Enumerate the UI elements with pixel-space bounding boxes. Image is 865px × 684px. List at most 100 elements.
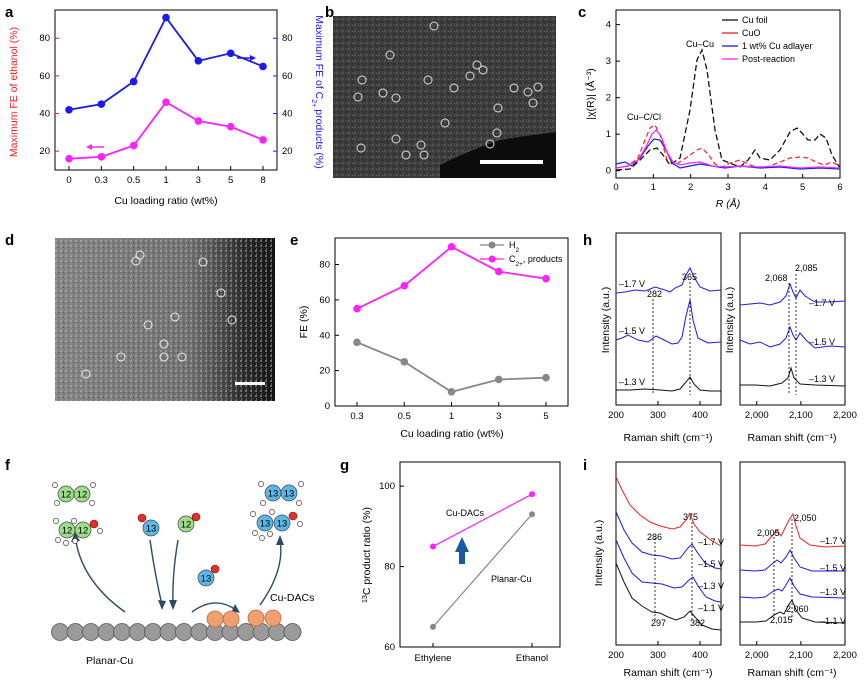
substrate-atom: [82, 623, 100, 641]
y-tick-label-left: 80: [39, 33, 50, 44]
x-tick-label: 3: [496, 411, 501, 422]
y-tick-label-right: 40: [282, 109, 293, 120]
chart-a-ylabel-right: Maximum FE of C2+ products (%): [311, 15, 326, 169]
hydrogen-atom: [296, 500, 302, 506]
data-point-0: [353, 338, 361, 347]
hydrogen-atom: [89, 500, 95, 506]
hydrogen-atom: [297, 521, 303, 527]
particle-marker: [449, 83, 459, 93]
x-tick-label: 2,100: [789, 410, 813, 421]
x-tick-label: 0: [613, 182, 618, 193]
h-left-pot-17: –1.7 V: [619, 279, 645, 289]
increase-arrow-shaft: [459, 551, 465, 564]
atom-label: 12: [61, 490, 72, 501]
atom-label: 13: [277, 519, 288, 530]
series-line-1: [432, 513, 533, 628]
data-point-1: [430, 623, 436, 630]
scale-bar: [480, 160, 543, 164]
particle-marker: [170, 312, 180, 322]
h-left-pot-13: –1.3 V: [619, 377, 645, 387]
hydrogen-atom: [252, 530, 258, 536]
i-left-peak-297: 297: [651, 618, 666, 628]
particle-marker: [159, 339, 169, 349]
atom-label: 13: [146, 524, 157, 535]
particle-marker: [81, 369, 91, 379]
g-label-planar: Planar-Cu: [491, 574, 532, 584]
h-right-peak-2085: 2,085: [795, 263, 818, 273]
left-axis-arrow-head: [86, 144, 92, 150]
carbon-atom-13: [256, 514, 274, 532]
legend-cu-foil: Cu foil: [742, 15, 768, 25]
y-tick-label: 0: [606, 166, 611, 177]
data-point-0: [430, 543, 436, 550]
x-tick-label: 2,200: [833, 650, 857, 661]
chart-i-left-ylabel: Intensity (a.u.): [593, 520, 605, 587]
data-point-C2+: [194, 57, 203, 65]
h-right-pot-13: –1.3 V: [809, 374, 835, 384]
x-tick-label: 400: [692, 410, 708, 421]
chart-g-ylabel: 13C product ratio (%): [361, 507, 373, 603]
hydrogen-atom: [52, 482, 58, 488]
y-tick-label-right: 60: [282, 71, 293, 82]
particle-marker: [216, 288, 226, 298]
hydrogen-atom: [53, 518, 59, 524]
x-tick-label: 2: [688, 182, 693, 193]
particle-marker: [159, 352, 169, 362]
substrate-atom: [237, 623, 255, 641]
chart-i-left-xlabel: Raman shift (cm⁻¹): [624, 667, 713, 679]
chart-e-ylabel: FE (%): [298, 306, 310, 339]
panel-label-f: f: [5, 457, 11, 474]
series-line-C2+: [68, 15, 264, 111]
cu-foil-curve: [615, 48, 841, 171]
particle-marker: [429, 21, 439, 31]
i-right-pot-17: –1.7 V: [820, 536, 846, 546]
oxygen-atom: [89, 519, 99, 529]
data-point-1: [494, 267, 503, 276]
panel-label-a: a: [5, 4, 14, 21]
panel-label-d: d: [5, 232, 14, 249]
y-tick-label: 2: [606, 93, 611, 104]
data-point-ethanol: [259, 136, 267, 144]
hydrogen-atom: [54, 500, 60, 506]
oxygen-atom: [288, 511, 298, 521]
data-point-0: [400, 357, 409, 366]
particle-marker: [523, 87, 533, 97]
particle-marker: [357, 75, 367, 85]
planar-cu-label: Planar-Cu: [86, 655, 133, 667]
particle-marker: [353, 92, 363, 102]
series-line-0: [432, 493, 533, 547]
arrow-head: [169, 600, 177, 610]
particle-marker: [401, 150, 411, 160]
y-tick-label: 100: [379, 481, 395, 492]
hydrogen-atom: [63, 540, 69, 546]
oxygen-atom: [191, 512, 201, 522]
particle-marker: [528, 98, 538, 108]
particle-marker: [478, 65, 488, 75]
chart-h-left-xlabel: Raman shift (cm⁻¹): [624, 432, 713, 444]
carbon-atom-13: [280, 484, 298, 502]
particle-marker: [143, 320, 153, 330]
y-tick-label: 3: [606, 56, 611, 67]
atom-label: 13: [201, 574, 212, 585]
x-tick-label: 0.3: [95, 175, 108, 186]
x-tick-label: 5: [543, 411, 548, 422]
particle-marker: [378, 88, 388, 98]
hydrogen-atom: [72, 538, 78, 544]
right-axis-arrow-head: [250, 55, 256, 61]
y-tick-label-right: 80: [282, 33, 293, 44]
y-tick-label: 0: [325, 401, 330, 412]
chart-c-legend: Cu foil CuO 1 wt% Cu adlayer Post-reacti…: [722, 15, 813, 64]
particle-marker: [465, 71, 475, 81]
arrow-curve: [74, 534, 126, 613]
y-tick-label: 20: [319, 366, 330, 377]
particle-marker: [391, 93, 401, 103]
substrate-atom: [97, 623, 116, 641]
y-tick-label-left: 20: [39, 146, 50, 157]
dark-region: [440, 132, 556, 178]
x-tick-label: 400: [692, 650, 708, 661]
data-point-ethanol: [194, 117, 203, 125]
diagram-f: 12 12 12 12 13 12 13 13 13 13 13 Planar-Cu Cu-DACs: [51, 481, 314, 667]
chart-h-left: –1.7 V –1.5 V –1.3 V 282 365 200 300 400 R…: [600, 232, 722, 444]
legend-adlayer: 1 wt% Cu adlayer: [742, 41, 813, 51]
hydrogen-atom: [250, 511, 256, 517]
